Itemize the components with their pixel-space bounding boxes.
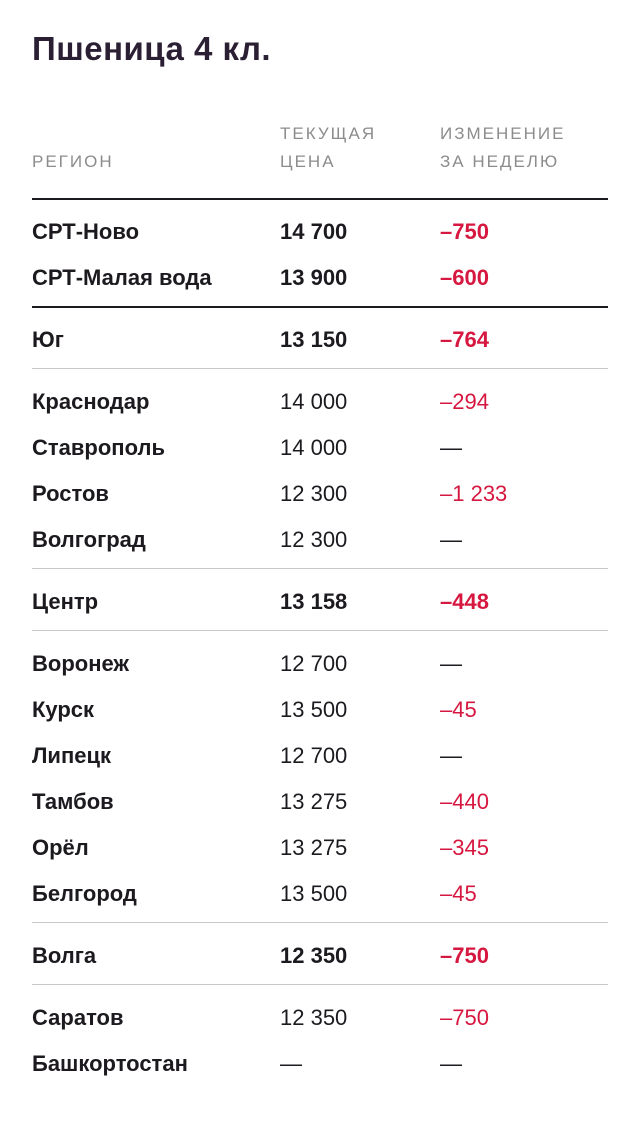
table-row: Воронеж 12 700 — <box>32 641 608 687</box>
table-row: Саратов 12 350 –750 <box>32 995 608 1041</box>
region-cell: Белгород <box>32 881 137 906</box>
column-header-change: ИЗМЕНЕНИЕ ЗА НЕДЕЛЮ <box>440 120 565 176</box>
price-cell: 13 275 <box>280 835 348 860</box>
header-divider <box>32 198 608 200</box>
table-row: Белгород 13 500 –45 <box>32 871 608 917</box>
change-cell: –750 <box>440 943 489 968</box>
change-cell: –440 <box>440 789 489 814</box>
change-cell: –750 <box>440 219 489 244</box>
table-row: Волгоград 12 300 — <box>32 517 608 563</box>
change-cell: –448 <box>440 589 489 614</box>
table-row: Центр 13 158 –448 <box>32 579 608 625</box>
change-cell: –294 <box>440 389 489 414</box>
page-title: Пшеница 4 кл. <box>32 30 272 67</box>
column-header-change-line2: ЗА НЕДЕЛЮ <box>440 152 560 171</box>
change-cell: –45 <box>440 697 477 722</box>
table-row: Волга 12 350 –750 <box>32 933 608 979</box>
price-cell: 12 350 <box>280 943 348 968</box>
change-cell: — <box>440 651 462 676</box>
column-header-change-line1: ИЗМЕНЕНИЕ <box>440 124 566 143</box>
region-cell: Саратов <box>32 1005 124 1030</box>
region-cell: Липецк <box>32 743 112 768</box>
table-row: Липецк 12 700 — <box>32 733 608 779</box>
column-header-region: РЕГИОН <box>32 152 114 171</box>
price-cell: 13 275 <box>280 789 348 814</box>
column-header-price: ТЕКУЩАЯ ЦЕНА <box>280 120 376 176</box>
price-cell: 12 300 <box>280 527 348 552</box>
price-cell: 14 700 <box>280 219 348 244</box>
region-cell: Краснодар <box>32 389 150 414</box>
row-divider <box>32 568 608 569</box>
price-cell: 12 300 <box>280 481 348 506</box>
change-cell: –45 <box>440 881 477 906</box>
change-cell: –1 233 <box>440 481 508 506</box>
change-cell: –600 <box>440 265 489 290</box>
region-cell: Башкортостан <box>32 1051 188 1076</box>
change-cell: — <box>440 1051 462 1076</box>
change-cell: –764 <box>440 327 489 352</box>
price-cell: 13 158 <box>280 589 348 614</box>
table-row: Башкортостан — — <box>32 1041 608 1087</box>
table-row: Курск 13 500 –45 <box>32 687 608 733</box>
row-divider <box>32 368 608 369</box>
table-row: Краснодар 14 000 –294 <box>32 379 608 425</box>
column-header-price-line1: ТЕКУЩАЯ <box>280 124 377 143</box>
group-divider <box>32 306 608 308</box>
region-cell: СРТ-Ново <box>32 219 140 244</box>
region-cell: Волга <box>32 943 97 968</box>
price-cell: 14 000 <box>280 435 348 460</box>
region-cell: Ставрополь <box>32 435 165 460</box>
change-cell: — <box>440 527 462 552</box>
row-divider <box>32 630 608 631</box>
region-cell: СРТ-Малая вода <box>32 265 212 290</box>
region-cell: Юг <box>32 327 64 352</box>
region-cell: Волгоград <box>32 527 146 552</box>
region-cell: Ростов <box>32 481 109 506</box>
region-cell: Воронеж <box>32 651 130 676</box>
price-cell: 14 000 <box>280 389 348 414</box>
price-cell: 13 500 <box>280 881 348 906</box>
price-cell: 13 500 <box>280 697 348 722</box>
change-cell: –345 <box>440 835 489 860</box>
price-cell: 13 150 <box>280 327 348 352</box>
table-row: СРТ-Малая вода 13 900 –600 <box>32 255 608 301</box>
row-divider <box>32 922 608 923</box>
region-cell: Центр <box>32 589 99 614</box>
price-cell: — <box>280 1051 302 1076</box>
change-cell: — <box>440 435 462 460</box>
price-cell: 12 700 <box>280 651 348 676</box>
price-cell: 12 350 <box>280 1005 348 1030</box>
row-divider <box>32 984 608 985</box>
table-row: Ставрополь 14 000 — <box>32 425 608 471</box>
change-cell: — <box>440 743 462 768</box>
table-row: Юг 13 150 –764 <box>32 317 608 363</box>
table-row: СРТ-Ново 14 700 –750 <box>32 209 608 255</box>
price-cell: 12 700 <box>280 743 348 768</box>
price-cell: 13 900 <box>280 265 348 290</box>
table-row: Орёл 13 275 –345 <box>32 825 608 871</box>
column-header-price-line2: ЦЕНА <box>280 152 336 171</box>
region-cell: Орёл <box>32 835 89 860</box>
table-row: Ростов 12 300 –1 233 <box>32 471 608 517</box>
region-cell: Курск <box>32 697 95 722</box>
change-cell: –750 <box>440 1005 489 1030</box>
table-row: Тамбов 13 275 –440 <box>32 779 608 825</box>
region-cell: Тамбов <box>32 789 114 814</box>
